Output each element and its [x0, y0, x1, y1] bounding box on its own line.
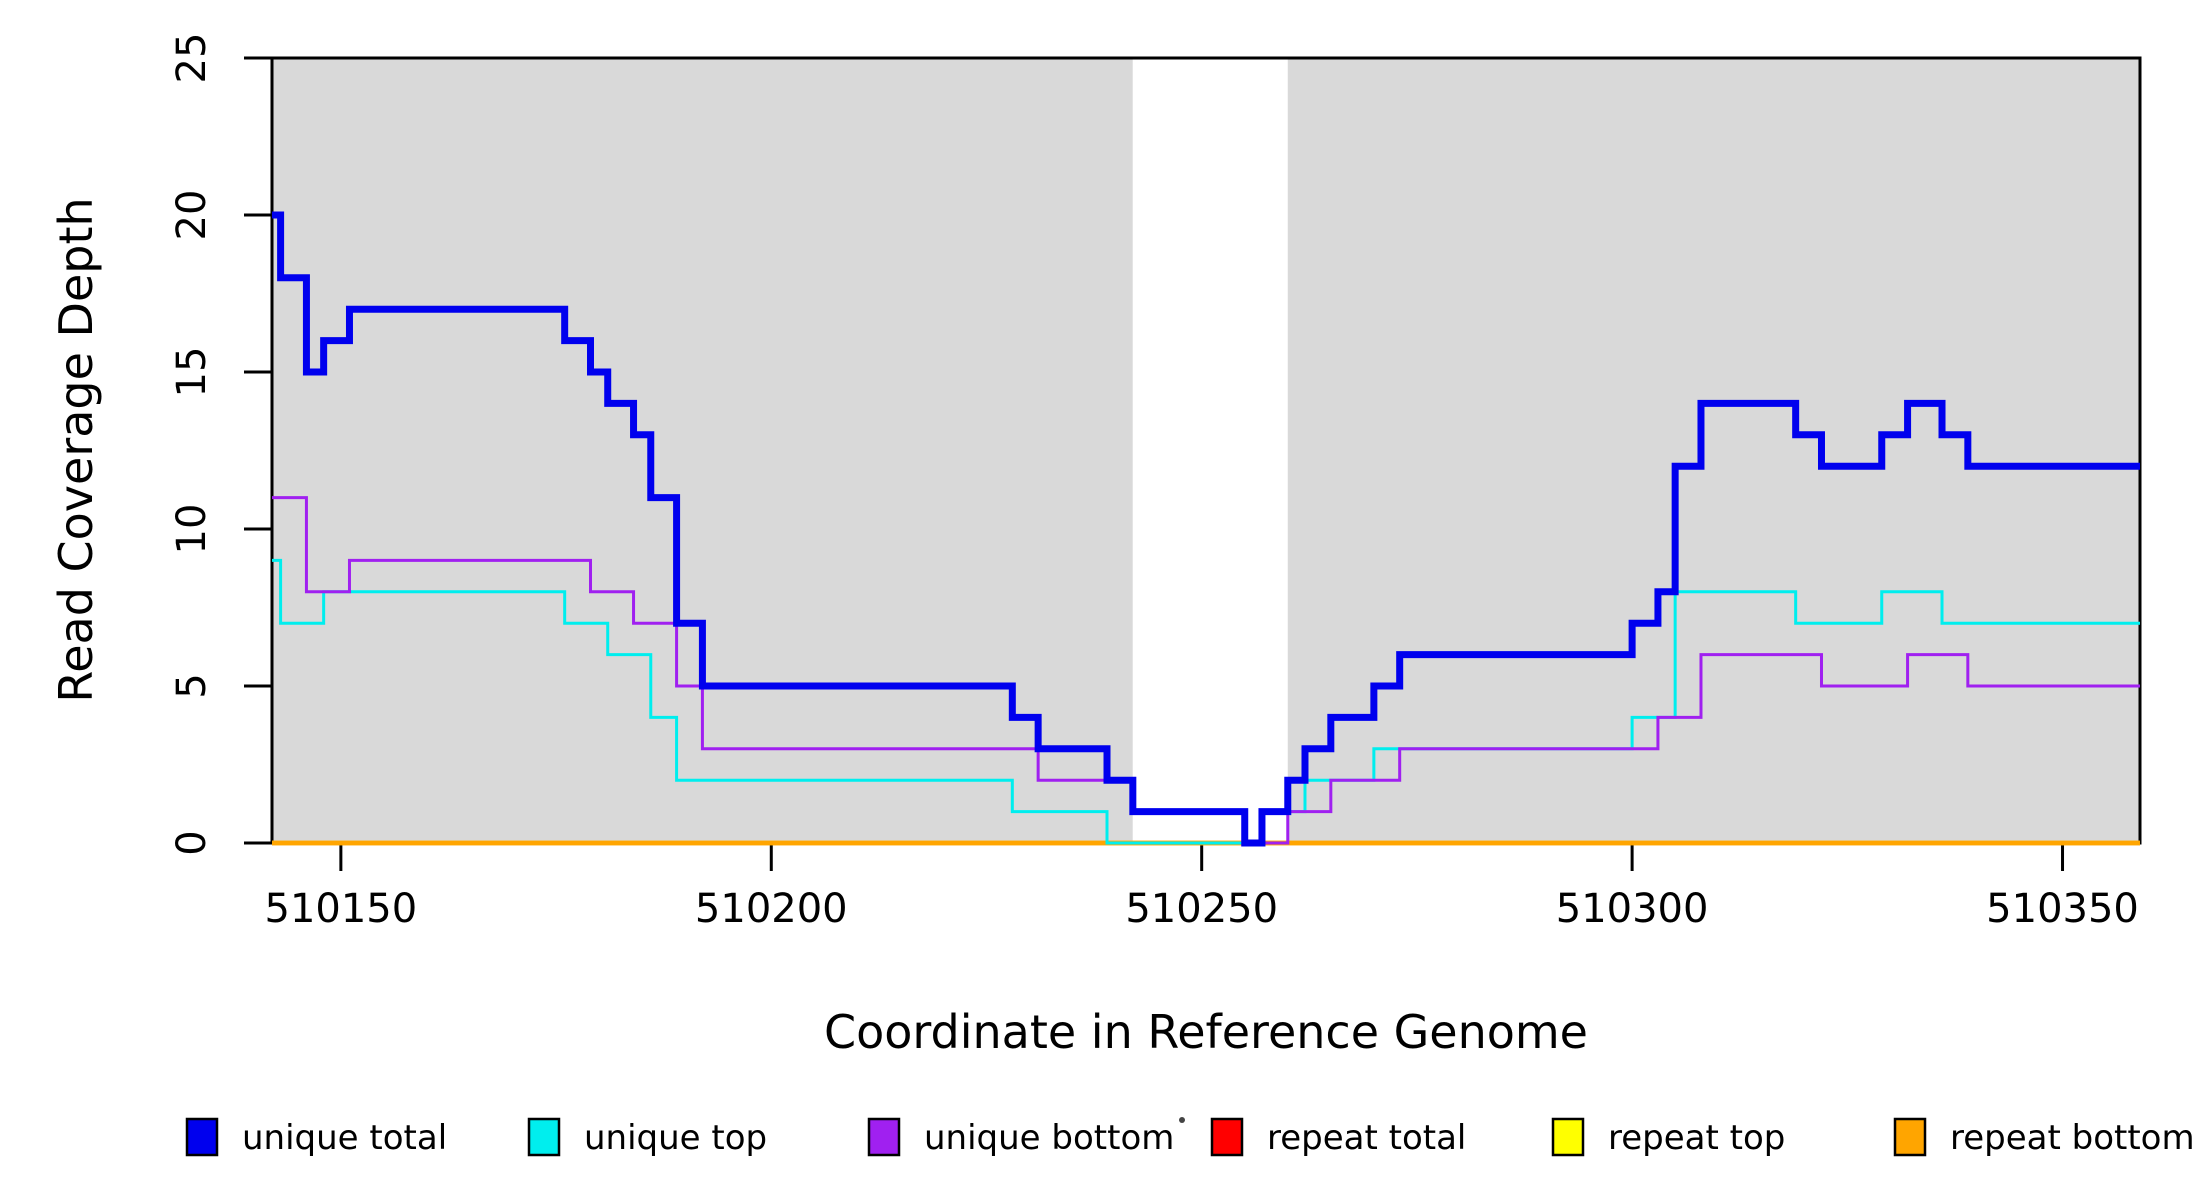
band-shaded-right [1287, 58, 2140, 843]
legend-swatch-unique-bottom [867, 1117, 901, 1157]
legend-label: repeat top [1608, 1118, 1785, 1158]
legend: unique total unique top unique bottom repea… [185, 1117, 2195, 1158]
legend-item: unique bottom [867, 1117, 1174, 1158]
legend-swatch-unique-total [185, 1117, 219, 1157]
band-gap-white [1132, 58, 1288, 843]
series-unique-total-line [272, 211, 2140, 847]
x-tick-label: 510150 [265, 886, 418, 932]
legend-item: repeat top [1551, 1117, 1785, 1158]
legend-label: unique total [242, 1118, 447, 1158]
y-tick-label: 10 [169, 504, 215, 555]
stray-dot [1179, 1117, 1185, 1123]
legend-swatch-unique-top [527, 1117, 561, 1157]
x-tick-label: 510300 [1556, 886, 1709, 932]
x-tick-label: 510250 [1125, 886, 1278, 932]
x-axis-title: Coordinate in Reference Genome [824, 1005, 1588, 1059]
legend-item: unique total [185, 1117, 447, 1158]
data-lines [272, 211, 2140, 847]
background-bands [272, 58, 2140, 843]
legend-item: repeat total [1210, 1117, 1466, 1158]
y-tick-label: 25 [169, 33, 215, 84]
legend-item: unique top [527, 1117, 767, 1158]
axis-ticks [244, 56, 2065, 871]
x-tick-label: 510350 [1986, 886, 2139, 932]
y-axis-title: Read Coverage Depth [49, 197, 103, 702]
y-tick-label: 15 [169, 347, 215, 398]
legend-item: repeat bottom [1893, 1117, 2195, 1158]
y-tick-label: 20 [169, 190, 215, 241]
y-tick-label: 5 [169, 673, 215, 698]
axis-tick-labels: 510150 510200 510250 510300 510350 0 5 10 15 20 25 [169, 33, 2139, 932]
x-tick-label: 510200 [695, 886, 848, 932]
legend-label: unique top [584, 1118, 767, 1158]
legend-label: unique bottom [924, 1118, 1174, 1158]
legend-swatch-repeat-bottom [1893, 1117, 1927, 1157]
series-unique-top-line [272, 558, 2140, 845]
legend-label: repeat total [1267, 1118, 1466, 1158]
y-tick-label: 0 [169, 830, 215, 855]
legend-swatch-repeat-total [1210, 1117, 1244, 1157]
legend-swatch-repeat-top [1551, 1117, 1585, 1157]
legend-label: repeat bottom [1950, 1118, 2195, 1158]
